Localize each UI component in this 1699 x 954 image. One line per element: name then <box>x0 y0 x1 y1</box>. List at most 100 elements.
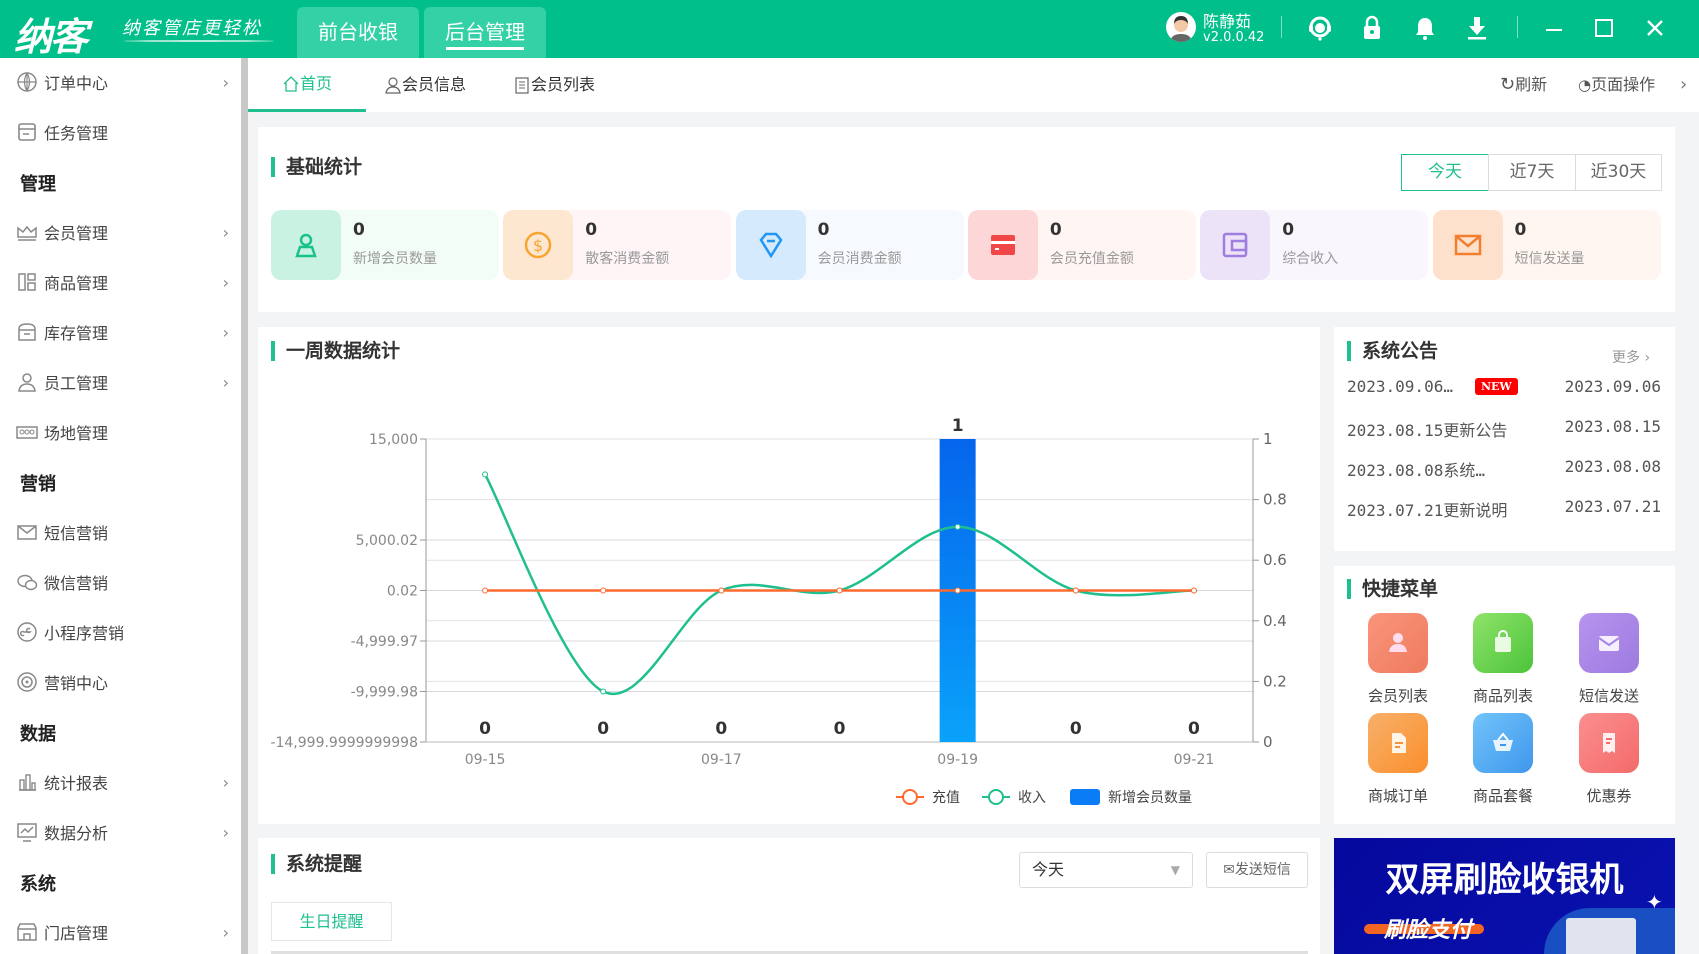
notice-title: 2023.08.15更新公告 <box>1347 421 1508 440</box>
tab-home[interactable]: 首页 <box>248 58 366 112</box>
lock-icon[interactable] <box>1358 14 1386 42</box>
avatar[interactable] <box>1166 12 1196 42</box>
quick-menu-item[interactable]: 短信发送 <box>1559 613 1659 706</box>
tab-member-info[interactable]: 会员信息 <box>384 58 466 112</box>
bar-data-label: 0 <box>597 719 609 739</box>
sidebar-item-label: 小程序营销 <box>44 624 125 643</box>
sidebar-item[interactable]: 统计报表 › <box>0 762 241 802</box>
range-today-button[interactable]: 今天 <box>1401 154 1489 191</box>
quick-menu-item[interactable]: 商品套餐 <box>1453 713 1553 806</box>
quick-menu-item[interactable]: 商城订单 <box>1348 713 1448 806</box>
total-income-stat[interactable]: 0 综合收入 <box>1200 210 1429 280</box>
tab-back-admin[interactable]: 后台管理 <box>424 7 546 58</box>
user-name: 陈静茹 <box>1203 12 1252 31</box>
sidebar-item[interactable]: 会员管理 › <box>0 212 241 252</box>
sidebar-item[interactable]: 订单中心 › <box>0 62 241 102</box>
walkin-spend-stat[interactable]: $0 散客消费金额 <box>503 210 732 280</box>
chevron-right-icon[interactable]: › <box>1680 74 1688 95</box>
bell-icon[interactable] <box>1411 14 1439 42</box>
tab-front-cashier[interactable]: 前台收银 <box>297 7 419 58</box>
card-icon <box>990 235 1015 255</box>
close-icon[interactable] <box>1641 14 1669 42</box>
sidebar-item[interactable]: 数据分析 › <box>0 812 241 852</box>
y-tick-label-right: 0 <box>1263 733 1273 751</box>
minimize-icon[interactable] <box>1540 14 1568 42</box>
sidebar-item[interactable]: 短信营销 <box>0 512 241 552</box>
member-recharge-stat[interactable]: 0 会员充值金额 <box>967 210 1196 280</box>
mail-icon <box>17 525 37 540</box>
sidebar-scrollbar[interactable] <box>241 58 248 954</box>
sidebar-item-label: 任务管理 <box>44 124 109 143</box>
member-spend-stat[interactable]: 0 会员消费金额 <box>735 210 964 280</box>
banner-title: 双屏刷脸收银机 <box>1385 860 1624 900</box>
headset-icon[interactable] <box>1306 14 1334 42</box>
page-ops-label: 页面操作 <box>1591 75 1656 94</box>
legend-marker <box>902 789 918 805</box>
box-icon <box>18 323 36 341</box>
sidebar-item[interactable]: 商品管理 › <box>0 262 241 302</box>
sidebar-item[interactable]: 场地管理 <box>0 412 241 452</box>
maximize-icon[interactable] <box>1590 14 1618 42</box>
svg-text:$: $ <box>533 236 543 255</box>
notice-date: 2023.07.21 <box>1564 497 1661 516</box>
page-operations-button[interactable]: ◔ 页面操作 <box>1578 58 1655 112</box>
sidebar-item[interactable]: 任务管理 <box>0 112 241 152</box>
divider <box>1281 16 1282 38</box>
reminder-range-select[interactable]: 今天 ▼ <box>1019 852 1193 888</box>
quick-menu-label: 商品套餐 <box>1472 787 1533 805</box>
sidebar-item-label: 订单中心 <box>44 74 109 93</box>
y-tick-label-right: 1 <box>1263 430 1273 448</box>
range-30days-button[interactable]: 近30天 <box>1575 154 1662 191</box>
wallet-icon <box>1222 232 1248 258</box>
sidebar-item[interactable]: 库存管理 › <box>0 312 241 352</box>
refresh-button[interactable]: ↻ 刷新 <box>1500 58 1547 112</box>
tab-member-list[interactable]: 会员列表 <box>513 58 595 112</box>
sidebar-item[interactable]: 营销中心 <box>0 662 241 702</box>
chevron-right-icon: › <box>222 322 229 342</box>
notice-item[interactable]: 2023.09.06… NEW 2023.09.06 <box>1347 377 1661 396</box>
sidebar-section-header: 系统 <box>20 874 56 895</box>
envelope-icon <box>1454 234 1481 256</box>
stat-label: 会员消费金额 <box>817 251 902 267</box>
y-tick-label-right: 0.4 <box>1263 612 1287 630</box>
notice-more-link[interactable]: 更多 › <box>1612 350 1651 366</box>
basic-stats-title: 基础统计 <box>271 157 362 177</box>
range-7days-button[interactable]: 近7天 <box>1488 154 1576 191</box>
x-tick-label: 09-19 <box>937 752 978 768</box>
data-point <box>600 587 607 594</box>
sidebar-section-header: 管理 <box>20 174 56 195</box>
slogan-underline <box>124 40 274 42</box>
notice-item[interactable]: 2023.08.15更新公告 2023.08.15 <box>1347 417 1661 441</box>
sidebar-item-label: 会员管理 <box>44 224 109 243</box>
send-sms-button[interactable]: ✉发送短信 <box>1206 852 1308 888</box>
quick-menu-item[interactable]: 优惠券 <box>1559 713 1659 806</box>
weekly-stats-card <box>258 327 1320 824</box>
sidebar-item[interactable]: 员工管理 › <box>0 362 241 402</box>
quick-menu-title: 快捷菜单 <box>1347 579 1438 599</box>
legend-marker <box>988 789 1004 805</box>
sidebar-item[interactable]: 小程序营销 <box>0 612 241 652</box>
coin-icon: $ <box>525 231 552 259</box>
stat-label: 短信发送量 <box>1514 251 1585 267</box>
sms-sent-stat[interactable]: 0 短信发送量 <box>1432 210 1661 280</box>
notice-item[interactable]: 2023.07.21更新说明 2023.07.21 <box>1347 497 1661 521</box>
sidebar-item[interactable]: 门店管理 › <box>0 912 241 952</box>
select-value: 今天 <box>1032 860 1065 879</box>
sidebar-item[interactable]: 微信营销 <box>0 562 241 602</box>
home-icon <box>283 75 299 92</box>
notice-title: 2023.08.08系统… <box>1347 461 1485 480</box>
x-tick-label: 09-15 <box>465 752 506 768</box>
notice-item[interactable]: 2023.08.08系统… 2023.08.08 <box>1347 457 1661 481</box>
quick-menu-item[interactable]: 商品列表 <box>1453 613 1553 706</box>
download-icon[interactable] <box>1463 14 1491 42</box>
new-members-stat[interactable]: 0 新增会员数量 <box>271 210 499 280</box>
app-version: v2.0.0.42 <box>1203 30 1265 45</box>
promo-banner[interactable]: 双屏刷脸收银机 刷脸支付 ✦ <box>1334 838 1675 954</box>
bar-data-label: 0 <box>834 719 846 739</box>
sidebar-item-label: 营销中心 <box>44 674 109 693</box>
chevron-right-icon: › <box>222 772 229 792</box>
tab-birthday-reminder[interactable]: 生日提醒 <box>271 902 392 941</box>
notice-title: 2023.09.06… <box>1347 377 1453 396</box>
envelope-icon <box>1598 636 1620 651</box>
quick-menu-item[interactable]: 会员列表 <box>1348 613 1448 706</box>
